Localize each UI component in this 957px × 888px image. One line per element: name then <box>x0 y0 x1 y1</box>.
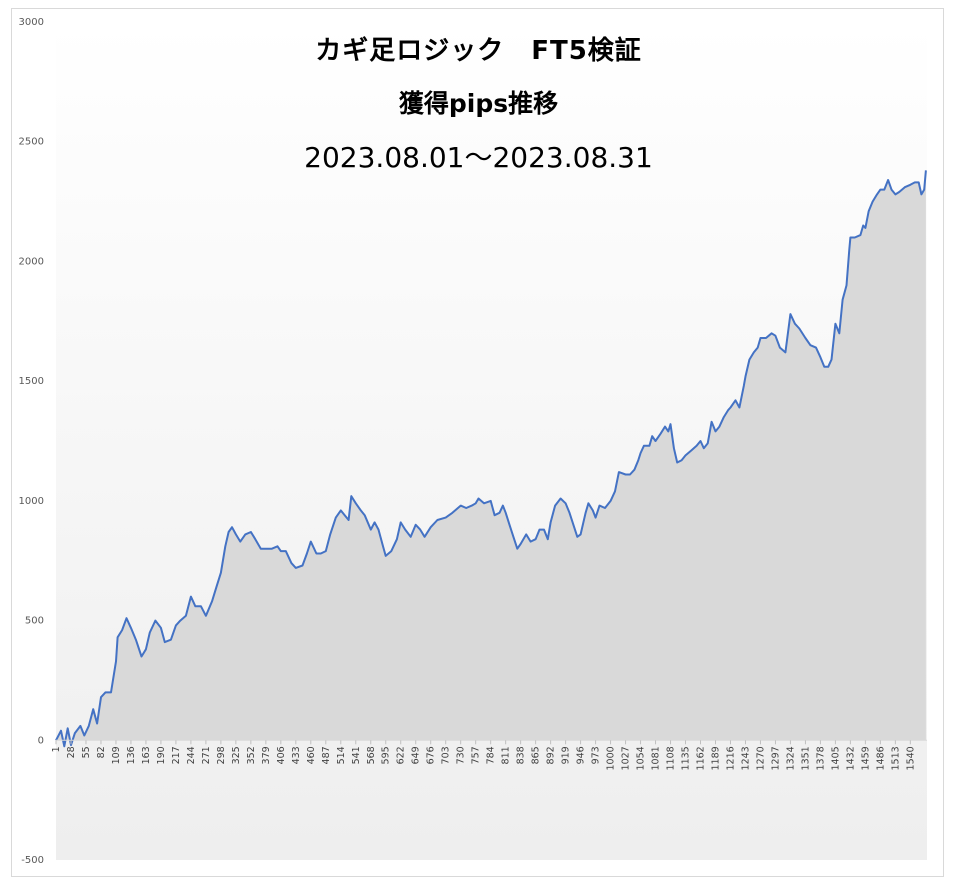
x-tick-label: 1108 <box>666 746 677 770</box>
x-tick-label: 352 <box>246 746 257 764</box>
x-tick-label: 1486 <box>875 746 886 770</box>
x-tick-label: 1027 <box>621 746 632 770</box>
x-tick-label: 1 <box>51 746 62 752</box>
x-tick-label: 163 <box>141 746 152 764</box>
chart-frame <box>11 8 944 877</box>
x-tick-label: 1297 <box>770 746 781 770</box>
x-tick-label: 1189 <box>710 746 721 770</box>
x-tick-label: 55 <box>81 746 92 758</box>
x-tick-label: 136 <box>126 746 137 764</box>
x-tick-label: 109 <box>111 746 122 764</box>
y-tick-label: 1000 <box>19 496 44 507</box>
area-fill <box>56 170 926 747</box>
x-tick-label: 676 <box>426 746 437 764</box>
x-tick-label: 1162 <box>696 746 707 770</box>
chart-subtitle: 獲得pips推移 <box>398 89 559 118</box>
x-tick-label: 514 <box>336 746 347 764</box>
x-tick-label: 1513 <box>890 746 901 770</box>
x-tick-label: 730 <box>456 746 467 764</box>
x-tick-label: 298 <box>216 746 227 764</box>
y-tick-label: 1500 <box>19 376 44 387</box>
x-tick-label: 1540 <box>905 746 916 770</box>
x-tick-label: 1000 <box>606 746 617 770</box>
y-tick-label: 3000 <box>19 17 44 28</box>
x-tick-label: 1459 <box>860 746 871 770</box>
x-tick-label: 568 <box>366 746 377 764</box>
y-tick-label: 2500 <box>19 137 44 148</box>
x-tick-label: 1270 <box>755 746 766 770</box>
x-tick-label: 1243 <box>740 746 751 770</box>
x-axis: 1 28 55 82 109 136 163 190 217 244 271 298 325 352 379… <box>51 739 927 770</box>
x-tick-label: 487 <box>321 746 332 764</box>
x-tick-label: 82 <box>96 746 107 758</box>
x-tick-label: 1324 <box>785 746 796 770</box>
x-tick-label: 379 <box>261 746 272 764</box>
x-tick-label: 622 <box>396 746 407 764</box>
x-tick-label: 811 <box>501 746 512 764</box>
x-tick-label: 406 <box>276 746 287 764</box>
y-tick-label: 500 <box>25 616 44 627</box>
chart-title: カギ足ロジック FT5検証 <box>315 36 642 66</box>
x-tick-label: 460 <box>306 746 317 764</box>
x-tick-label: 946 <box>576 746 587 764</box>
x-tick-label: 757 <box>471 746 482 764</box>
x-tick-label: 919 <box>561 746 572 764</box>
x-tick-label: 703 <box>441 746 452 764</box>
x-tick-label: 1135 <box>681 746 692 770</box>
x-tick-label: 649 <box>411 746 422 764</box>
y-tick-label: 2000 <box>19 256 44 267</box>
x-tick-label: 1351 <box>800 746 811 770</box>
x-tick-label: 595 <box>381 746 392 764</box>
area-series-layer <box>55 170 927 748</box>
x-tick-label: 325 <box>231 746 242 764</box>
x-tick-label: 1405 <box>830 746 841 770</box>
x-tick-label: 28 <box>66 746 77 758</box>
x-tick-label: 973 <box>591 746 602 764</box>
x-tick-label: 244 <box>186 746 197 764</box>
x-tick-label: 541 <box>351 746 362 764</box>
series-line <box>55 170 927 748</box>
x-tick-label: 1081 <box>651 746 662 770</box>
chart-date-range: 2023.08.01～2023.08.31 <box>304 141 653 174</box>
x-tick-label: 1378 <box>815 746 826 770</box>
x-tick-label: 1432 <box>845 746 856 770</box>
x-tick-label: 1216 <box>725 746 736 770</box>
y-axis: -500 0 500 1000 1500 2000 2500 3000 <box>19 17 44 866</box>
x-tick-label: 865 <box>531 746 542 764</box>
x-tick-label: 838 <box>516 746 527 764</box>
x-tick-label: 784 <box>486 746 497 764</box>
x-tick-label: 190 <box>156 746 167 764</box>
x-tick-label: 433 <box>291 746 302 764</box>
x-tick-label: 892 <box>546 746 557 764</box>
y-tick-label: -500 <box>21 855 44 866</box>
y-tick-label: 0 <box>38 735 44 746</box>
x-tick-label: 1054 <box>636 746 647 770</box>
x-tick-label: 271 <box>201 746 212 764</box>
x-tick-label: 217 <box>171 746 182 764</box>
